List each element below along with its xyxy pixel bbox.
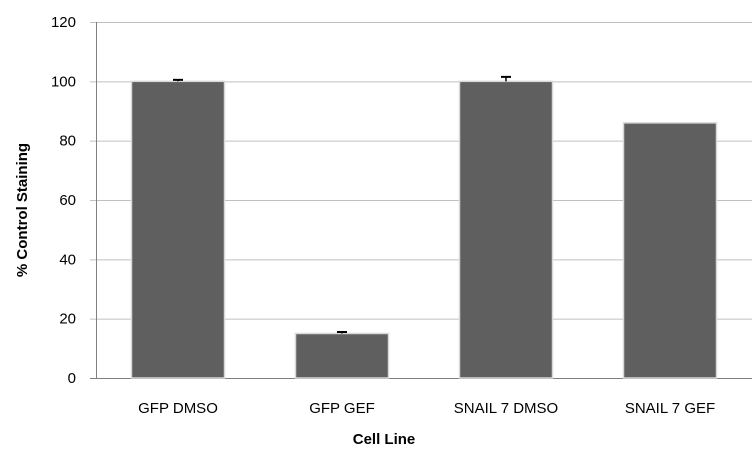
bar: [458, 80, 554, 379]
y-tick-label: 100: [51, 73, 76, 90]
bar: [130, 80, 226, 379]
error-bars: [173, 75, 511, 334]
y-tick-label: 40: [59, 251, 76, 268]
bar: [622, 122, 718, 379]
y-tick-label: 20: [59, 311, 76, 328]
y-axis-title: % Control Staining: [14, 143, 31, 277]
x-tick-label: SNAIL 7 DMSO: [454, 400, 558, 417]
bar: [294, 332, 390, 379]
y-tick-label: 0: [68, 370, 76, 387]
x-tick-label: SNAIL 7 GEF: [625, 400, 715, 417]
y-tick-label: 80: [59, 133, 76, 150]
x-tick-labels: GFP DMSO GFP GEF SNAIL 7 DMSO SNAIL 7 GEF: [138, 400, 715, 417]
x-tick-label: GFP DMSO: [138, 400, 218, 417]
bars: [130, 80, 718, 379]
y-tick-label: 60: [59, 192, 76, 209]
x-tick-label: GFP GEF: [309, 400, 375, 417]
x-axis-title: Cell Line: [353, 431, 416, 448]
y-tick-label: 120: [51, 14, 76, 31]
y-tick-labels: 0 20 40 60 80 100 120: [51, 14, 76, 387]
